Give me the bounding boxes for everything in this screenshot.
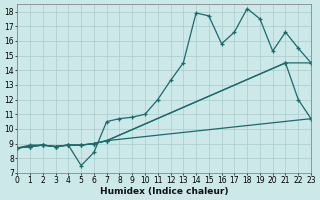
X-axis label: Humidex (Indice chaleur): Humidex (Indice chaleur)	[100, 187, 228, 196]
